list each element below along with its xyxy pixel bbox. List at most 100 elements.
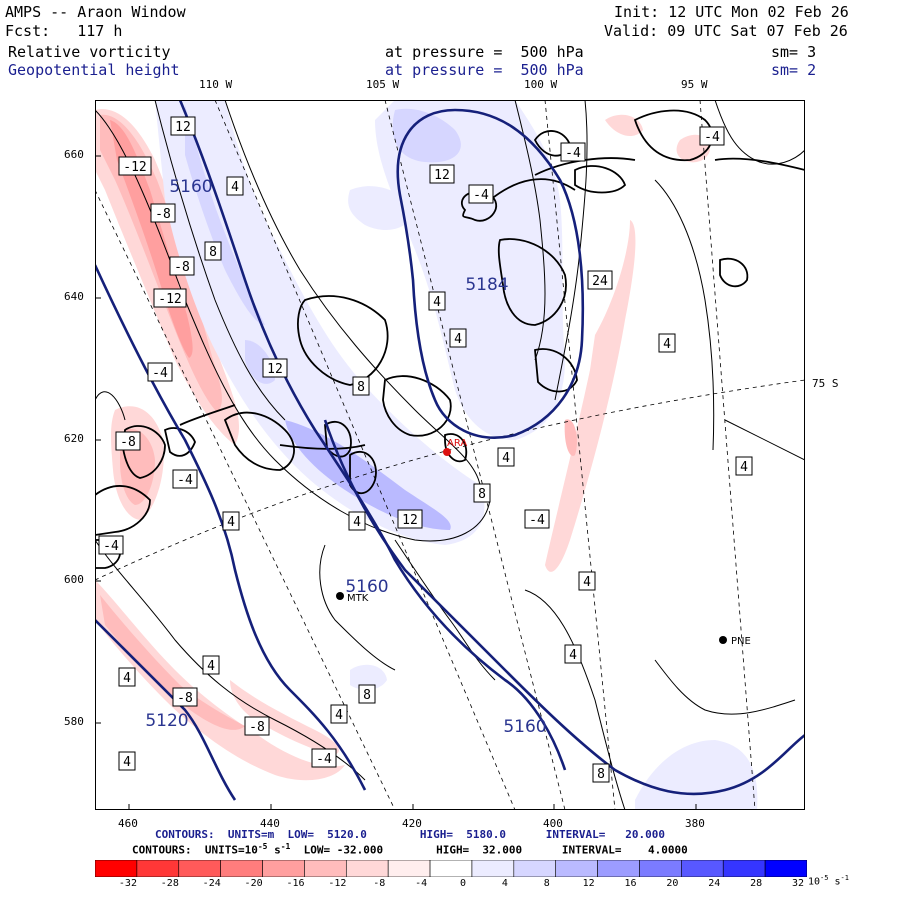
colorbar-label: -8 — [373, 878, 386, 889]
vorticity-label: 4 — [118, 751, 136, 771]
vorticity-label: -4 — [524, 509, 550, 529]
x-tick-380: 380 — [685, 817, 705, 830]
vorticity-label: 4 — [578, 571, 596, 591]
colorbar-swatch — [429, 860, 473, 877]
colorbar-label: -32 — [118, 878, 137, 889]
vorticity-contours — [95, 100, 805, 810]
colorbar-label: 12 — [582, 878, 595, 889]
vorticity-label: -12 — [153, 288, 187, 308]
vorticity-label: -4 — [560, 142, 586, 162]
colorbar-label: 24 — [708, 878, 721, 889]
valid-time: Valid: 09 UTC Sat 07 Feb 26 — [604, 22, 848, 40]
vorticity-label: 4 — [118, 667, 136, 687]
vorticity-label: 4 — [449, 328, 467, 348]
svg-text:8: 8 — [209, 245, 217, 260]
station-label-mtk: MTK — [347, 593, 369, 604]
colorbar-unit-sexp: -1 — [840, 874, 849, 882]
vorticity-label: 4 — [735, 456, 753, 476]
colorbar-swatch — [220, 860, 263, 877]
svg-text:8: 8 — [597, 767, 605, 782]
colorbar-unit-base: 10 — [808, 876, 821, 888]
colorbar-swatch — [722, 860, 766, 877]
vorticity-label: 4 — [564, 644, 582, 664]
height-label: 5184 — [465, 275, 508, 295]
vorticity-label: 8 — [352, 376, 370, 396]
vorticity-label: -4 — [98, 535, 124, 555]
svg-text:-4: -4 — [565, 146, 581, 161]
colorbar-unit-exp: -5 — [820, 874, 829, 882]
vorticity-label: -4 — [311, 748, 337, 768]
colorbar-swatch — [136, 860, 180, 877]
height-label: 5160 — [169, 177, 212, 197]
stations: ARA MTK PNE — [336, 438, 751, 647]
colorbar-swatch — [387, 860, 431, 877]
vorticity-label: 4 — [330, 704, 348, 724]
forecast-label: Fcst: — [5, 22, 51, 40]
positive-vorticity-shading — [155, 100, 758, 810]
svg-text:-4: -4 — [529, 513, 545, 528]
colorbar-swatch — [764, 860, 807, 877]
forecast-hour: Fcst: 117 h — [5, 22, 122, 40]
vort-units-sexp: -1 — [280, 842, 291, 851]
svg-text:-4: -4 — [152, 366, 168, 381]
vorticity-label: 4 — [428, 291, 446, 311]
svg-text:12: 12 — [402, 513, 418, 528]
colorbar-label: -28 — [160, 878, 179, 889]
svg-text:4: 4 — [569, 648, 577, 663]
svg-text:4: 4 — [454, 332, 462, 347]
vorticity-labels: 12 -12 4 -8 8 -8 -12 4 12 8 -4 4 -8 -4 4 4 12 8 4 -4 4 4 4 8 4 -8… — [98, 116, 753, 783]
lon-label-100w: 100 W — [524, 78, 558, 91]
colorbar-swatch — [262, 860, 305, 877]
svg-text:-8: -8 — [120, 435, 136, 450]
vorticity-contour-info: CONTOURS: UNITS=10-5 s-1 LOW= -32.000 HI… — [132, 842, 688, 857]
colorbar-unit: 10-5 s-1 — [808, 874, 849, 887]
colorbar-label: 4 — [501, 878, 508, 889]
station-label-ara: ARA — [447, 438, 467, 449]
vort-units-exp: -5 — [257, 842, 268, 851]
colorbar-label: -4 — [415, 878, 428, 889]
y-tick-600: 600 — [64, 573, 84, 586]
x-tick-420: 420 — [402, 817, 422, 830]
vorticity-label: 12 — [397, 509, 423, 529]
height-label: 5160 — [503, 717, 546, 737]
vorticity-label: -8 — [169, 256, 195, 276]
field2-level: at pressure = 500 hPa — [385, 61, 584, 79]
height-contours — [95, 100, 805, 801]
colorbar-swatch — [471, 860, 515, 877]
colorbar-label: 28 — [750, 878, 763, 889]
colorbar-swatch — [597, 860, 640, 877]
vorticity-label: 4 — [222, 511, 240, 531]
field1-name: Relative vorticity — [8, 43, 171, 61]
lat-label-75s: 75 S — [812, 377, 839, 390]
vorticity-label: 4 — [226, 176, 244, 196]
vorticity-label: -4 — [172, 469, 198, 489]
vorticity-label: -4 — [147, 362, 173, 382]
colorbar — [95, 860, 807, 877]
axis-ticks — [95, 155, 697, 810]
y-tick-660: 660 — [64, 148, 84, 161]
forecast-value: 117 h — [77, 22, 123, 40]
vorticity-label: 4 — [658, 333, 676, 353]
map-frame — [95, 100, 805, 810]
svg-text:-8: -8 — [155, 207, 171, 222]
vorticity-label: -4 — [699, 126, 725, 146]
y-tick-640: 640 — [64, 290, 84, 303]
graticule — [95, 100, 805, 810]
vorticity-label: 24 — [587, 270, 613, 290]
colorbar-label: 32 — [792, 878, 805, 889]
field1-smoothing: sm= 3 — [771, 43, 817, 61]
colorbar-label: -16 — [286, 878, 305, 889]
svg-text:-4: -4 — [704, 130, 720, 145]
colorbar-swatch — [513, 860, 557, 877]
colorbar-label: 0 — [459, 878, 467, 889]
svg-text:-8: -8 — [174, 260, 190, 275]
svg-text:4: 4 — [353, 515, 361, 530]
x-tick-460: 460 — [118, 817, 138, 830]
vort-units-s: s — [267, 843, 281, 857]
height-contour-info: CONTOURS: UNITS=m LOW= 5120.0 HIGH= 5180… — [155, 828, 665, 841]
colorbar-swatch — [304, 860, 347, 877]
svg-text:4: 4 — [123, 671, 131, 686]
vorticity-label: -8 — [172, 687, 198, 707]
vorticity-label: 4 — [348, 511, 366, 531]
svg-text:4: 4 — [227, 515, 235, 530]
